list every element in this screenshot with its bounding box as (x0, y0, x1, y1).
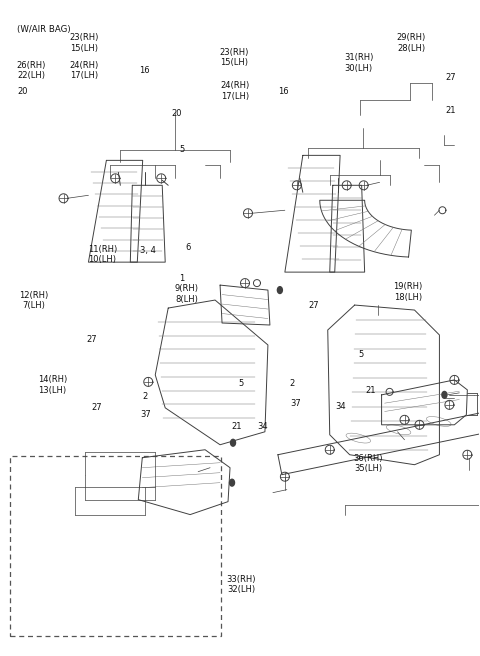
Text: 12(RH)
7(LH): 12(RH) 7(LH) (19, 291, 48, 310)
Text: 37: 37 (140, 410, 151, 419)
Text: 24(RH)
17(LH): 24(RH) 17(LH) (70, 61, 99, 81)
Text: 23(RH)
15(LH): 23(RH) 15(LH) (70, 33, 99, 53)
Text: 36(RH)
35(LH): 36(RH) 35(LH) (353, 454, 383, 473)
Text: 27: 27 (446, 73, 456, 83)
Text: 1: 1 (179, 274, 184, 283)
Text: 33(RH)
32(LH): 33(RH) 32(LH) (227, 575, 256, 594)
Text: 2: 2 (289, 379, 294, 388)
Text: 14(RH)
13(LH): 14(RH) 13(LH) (38, 375, 67, 395)
Text: 20: 20 (17, 87, 27, 96)
Text: 2: 2 (143, 392, 148, 401)
Text: 19(RH)
18(LH): 19(RH) 18(LH) (393, 282, 422, 302)
Text: 27: 27 (91, 403, 102, 413)
Text: 34: 34 (335, 402, 346, 411)
Text: 6: 6 (186, 243, 191, 252)
Circle shape (277, 287, 282, 293)
Text: 27: 27 (309, 301, 320, 310)
Text: 21: 21 (231, 422, 241, 431)
Text: 16: 16 (139, 66, 150, 75)
Circle shape (230, 440, 236, 446)
Text: 16: 16 (278, 87, 288, 96)
Text: 24(RH)
17(LH): 24(RH) 17(LH) (221, 81, 250, 101)
Text: 29(RH)
28(LH): 29(RH) 28(LH) (396, 33, 426, 53)
Text: 21: 21 (365, 386, 376, 395)
Text: 9(RH)
8(LH): 9(RH) 8(LH) (174, 284, 198, 304)
Text: 23(RH)
15(LH): 23(RH) 15(LH) (219, 48, 249, 67)
Text: (W/AIR BAG): (W/AIR BAG) (17, 25, 71, 34)
Text: 21: 21 (446, 106, 456, 115)
Text: 34: 34 (258, 422, 268, 431)
Text: 37: 37 (290, 399, 301, 408)
Text: 20: 20 (171, 109, 182, 118)
Text: 26(RH)
22(LH): 26(RH) 22(LH) (17, 61, 46, 81)
Text: 5: 5 (358, 350, 363, 359)
Circle shape (442, 392, 447, 398)
Text: 11(RH)
10(LH): 11(RH) 10(LH) (88, 245, 117, 264)
Text: 27: 27 (86, 335, 97, 344)
Text: 5: 5 (239, 379, 244, 388)
Text: 3, 4: 3, 4 (140, 246, 156, 255)
Circle shape (229, 480, 235, 486)
Text: 5: 5 (179, 145, 184, 154)
Text: 31(RH)
30(LH): 31(RH) 30(LH) (344, 53, 373, 73)
